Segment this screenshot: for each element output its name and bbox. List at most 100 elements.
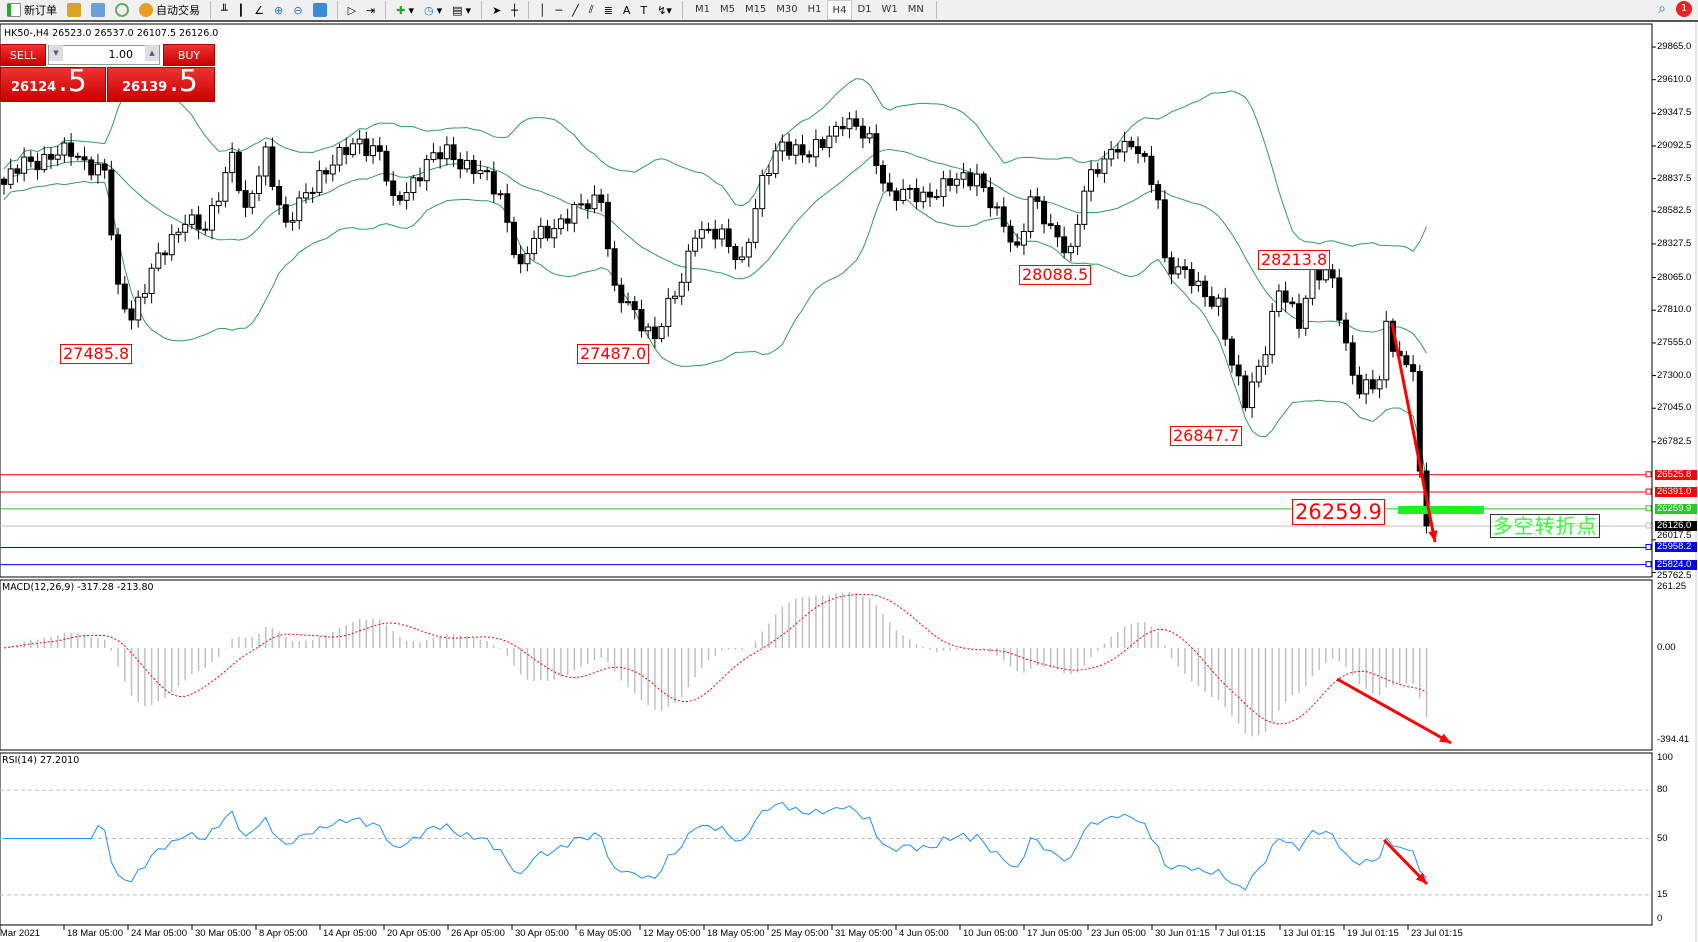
- bull-candle: [625, 301, 632, 304]
- bear-candle: [819, 139, 826, 149]
- tile-windows-button[interactable]: [310, 0, 330, 20]
- vertical-line-button[interactable]: │: [538, 3, 546, 17]
- lot-size-input[interactable]: 1.00: [48, 45, 160, 65]
- bull-candle: [1121, 140, 1128, 153]
- timeframe-h1[interactable]: H1: [807, 4, 822, 15]
- bear-candle: [987, 187, 994, 209]
- zoom-in-button[interactable]: ⊕: [271, 0, 286, 20]
- bear-candle: [1369, 379, 1376, 390]
- lot-decrease-button[interactable]: ▼: [49, 45, 63, 61]
- time-axis-label: 6 May 05:00: [579, 928, 632, 939]
- bull-candle: [537, 225, 544, 239]
- periods-button[interactable]: ◷ ▾: [424, 3, 443, 17]
- bear-candle: [343, 146, 350, 155]
- bear-candle: [1289, 301, 1296, 305]
- new-order-button[interactable]: 新订单: [4, 0, 60, 20]
- terminal-button[interactable]: [88, 0, 108, 20]
- bear-candle: [1188, 269, 1195, 287]
- time-axis-label: 24 Mar 05:00: [131, 928, 187, 939]
- navigator-button[interactable]: [64, 0, 84, 20]
- grid-icon: [312, 3, 327, 17]
- chart-shift-button[interactable]: ⇥: [366, 3, 376, 17]
- macd-pane-border: [0, 579, 1653, 751]
- lot-increase-button[interactable]: ▲: [145, 45, 159, 61]
- sell-button[interactable]: SELL: [0, 44, 46, 66]
- zoom-out-button[interactable]: ⊖: [290, 0, 305, 20]
- bull-candle: [336, 146, 343, 166]
- candlestick-button[interactable]: ┃: [237, 3, 245, 17]
- bear-candle: [1208, 296, 1215, 307]
- bear-candle: [1114, 149, 1121, 153]
- indicators-button[interactable]: ✚ ▾: [396, 3, 414, 17]
- bear-candle: [1242, 375, 1249, 409]
- bear-candle: [611, 248, 618, 286]
- bear-candle: [598, 194, 605, 203]
- bid-price[interactable]: 26124.5: [0, 64, 106, 102]
- zoom-in-icon: ⊕: [274, 3, 284, 17]
- bull-candle: [571, 203, 578, 224]
- ask-price[interactable]: 26139.5: [107, 64, 215, 102]
- bull-candle: [1081, 190, 1088, 225]
- trend-arrow-main: [1390, 322, 1437, 543]
- level-price-label: 25824.0: [1655, 559, 1697, 570]
- bull-candle: [403, 192, 410, 201]
- auto-trade-button[interactable]: 自动交易: [136, 0, 203, 20]
- crosshair-button[interactable]: ┼: [508, 0, 521, 20]
- channel-button[interactable]: ⫽: [588, 3, 594, 16]
- text-button[interactable]: A: [622, 3, 631, 17]
- autoscroll-button[interactable]: ▷: [347, 3, 357, 17]
- price-annotation: 28213.8: [1258, 250, 1331, 270]
- bull-candle: [209, 205, 216, 231]
- timeframe-m1[interactable]: M1: [694, 4, 710, 15]
- bear-candle: [504, 193, 511, 223]
- bar-chart-button[interactable]: ╨: [221, 3, 228, 17]
- label-button[interactable]: T: [640, 3, 648, 17]
- signals-button[interactable]: [112, 0, 132, 20]
- timeframe-mn[interactable]: MN: [907, 4, 924, 15]
- timeframe-m5[interactable]: M5: [719, 4, 735, 15]
- bear-candle: [510, 221, 517, 256]
- bull-candle: [477, 170, 484, 175]
- bull-candle: [262, 146, 269, 177]
- macd-axis-label: 261.25: [1657, 581, 1687, 592]
- timeframe-m15[interactable]: M15: [744, 4, 767, 15]
- price-annotation: 26847.7: [1170, 426, 1243, 446]
- bear-candle: [14, 168, 21, 174]
- level-price-label: 26259.9: [1655, 503, 1697, 514]
- bear-candle: [786, 141, 793, 156]
- rsi-axis-label: 0: [1657, 913, 1663, 924]
- auto-trade-icon: [139, 3, 153, 17]
- arrows-button[interactable]: ↯▾: [657, 3, 672, 17]
- timeframe-w1[interactable]: W1: [881, 4, 898, 15]
- bear-candle: [115, 234, 122, 285]
- buy-button[interactable]: BUY: [163, 44, 215, 66]
- time-axis-label: 4 Jun 05:00: [899, 928, 949, 939]
- trend-arrow-main-head: [1428, 530, 1438, 542]
- bull-candle: [1376, 379, 1383, 390]
- timeframe-m30[interactable]: M30: [776, 4, 798, 15]
- macd-signal-line: [3, 593, 1427, 725]
- bear-candle: [269, 146, 276, 187]
- trendline-button[interactable]: ╱: [572, 3, 579, 17]
- bear-candle: [1061, 236, 1068, 254]
- time-axis-label: 17 Jun 05:00: [1027, 928, 1082, 939]
- cursor-button[interactable]: ➤: [489, 0, 504, 20]
- macd-label: MACD(12,26,9) -317.28 -213.80: [2, 582, 154, 593]
- fibonacci-button[interactable]: ≣: [603, 3, 613, 17]
- timeframe-h4[interactable]: H4: [826, 0, 853, 20]
- timeframe-d1[interactable]: D1: [857, 4, 872, 15]
- bear-candle: [195, 214, 202, 230]
- time-axis-label: 2 Mar 2021: [0, 928, 41, 939]
- templates-button[interactable]: ▤ ▾: [452, 3, 472, 17]
- level-handle: [1645, 488, 1652, 495]
- bear-candle: [27, 156, 34, 162]
- horizontal-line-button[interactable]: ─: [555, 3, 563, 17]
- bear-candle: [839, 125, 846, 130]
- search-icon[interactable]: ⌕: [1658, 1, 1666, 17]
- notification-badge[interactable]: 1: [1676, 1, 1692, 17]
- bull-candle: [155, 252, 162, 269]
- line-chart-button[interactable]: ∠: [254, 3, 265, 17]
- bull-candle: [658, 325, 665, 340]
- bear-candle: [712, 228, 719, 240]
